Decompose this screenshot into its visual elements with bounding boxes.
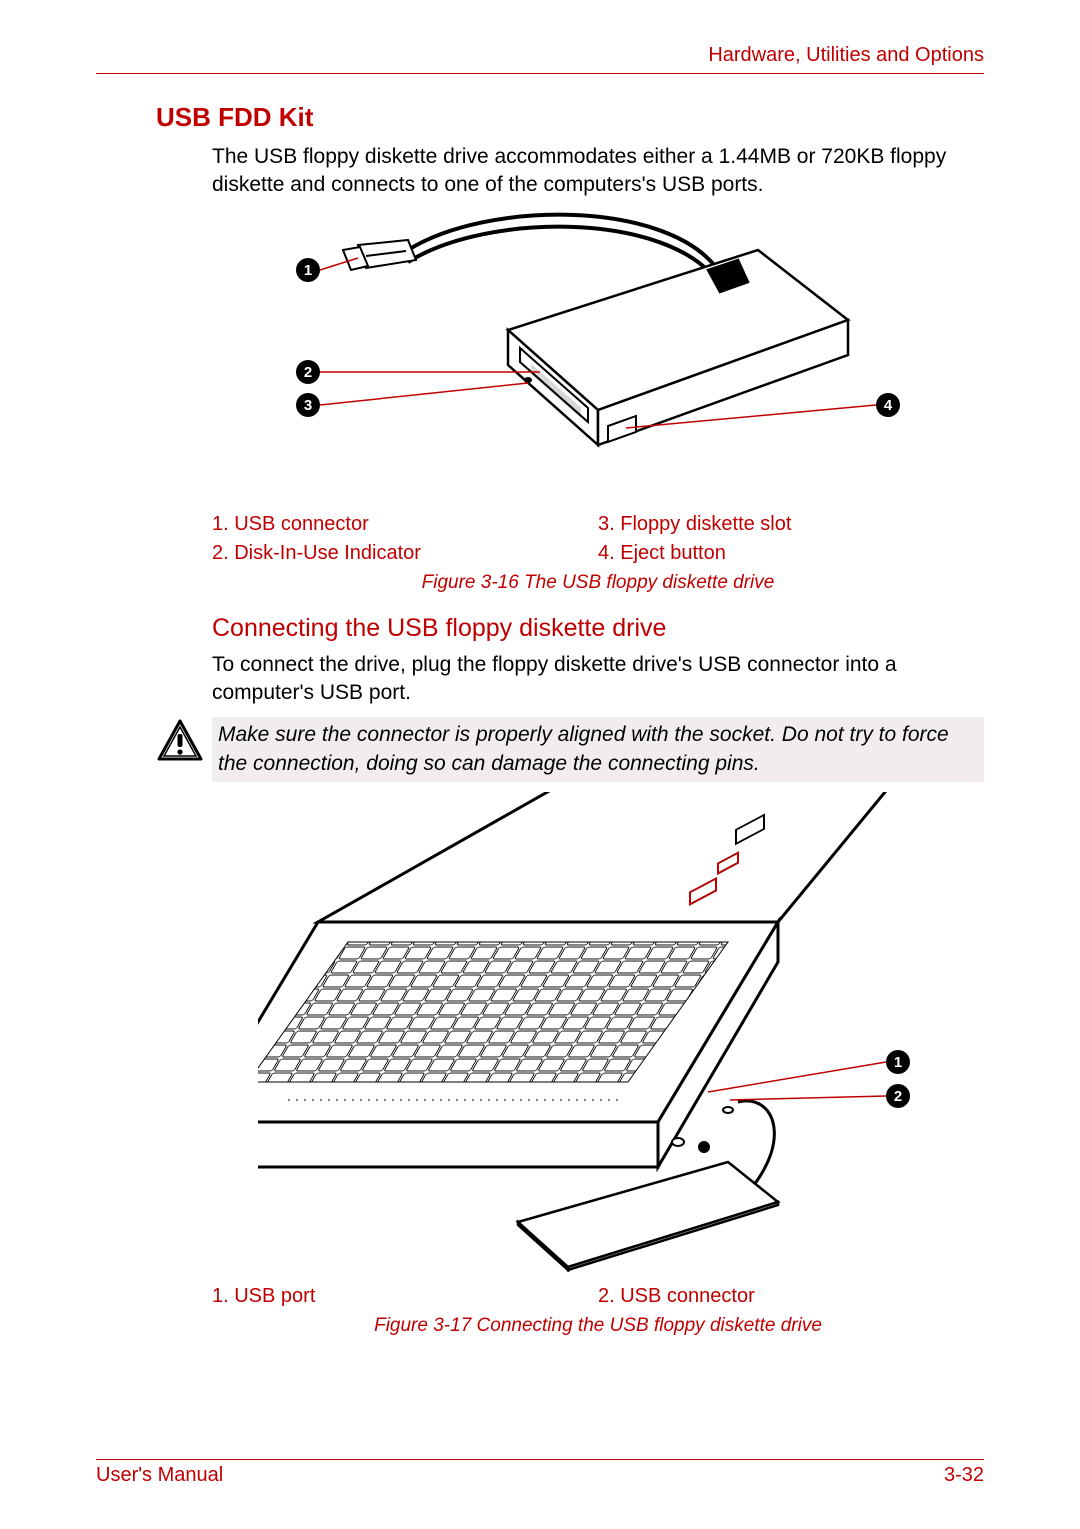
warning-block: Make sure the connector is properly alig… — [156, 717, 984, 782]
section-header: Hardware, Utilities and Options — [96, 44, 984, 73]
legend-item: 2. USB connector — [598, 1282, 984, 1311]
page-footer: User's Manual 3-32 — [96, 1459, 984, 1487]
figure-3-16-legend: 1. USB connector 2. Disk-In-Use Indicato… — [212, 510, 984, 568]
figure-3-17: 1 2 — [212, 792, 984, 1272]
callout-badge-1: 1 — [304, 262, 312, 279]
legend-item: 3. Floppy diskette slot — [598, 510, 984, 539]
legend-item: 4. Eject button — [598, 539, 984, 568]
callout-badge-1: 1 — [894, 1054, 902, 1071]
legend-item: 1. USB connector — [212, 510, 598, 539]
callout-badge-4: 4 — [884, 397, 893, 414]
figure-3-16: 1 2 3 4 — [212, 210, 984, 500]
callout-badge-2: 2 — [894, 1088, 902, 1105]
legend-item: 1. USB port — [212, 1282, 598, 1311]
paragraph-connecting: To connect the drive, plug the floppy di… — [212, 651, 984, 708]
footer-rule — [96, 1459, 984, 1460]
manual-page: Hardware, Utilities and Options USB FDD … — [0, 0, 1080, 1529]
warning-text: Make sure the connector is properly alig… — [212, 717, 984, 782]
heading-usb-fdd-kit: USB FDD Kit — [156, 102, 984, 133]
footer-right: 3-32 — [944, 1464, 984, 1487]
callout-badge-2: 2 — [304, 364, 312, 381]
figure-3-16-caption: Figure 3-16 The USB floppy diskette driv… — [212, 572, 984, 594]
caution-icon — [156, 717, 204, 782]
header-rule — [96, 73, 984, 74]
legend-item: 2. Disk-In-Use Indicator — [212, 539, 598, 568]
figure-3-17-svg: 1 2 — [258, 792, 938, 1272]
figure-3-17-legend: 1. USB port 2. USB connector — [212, 1282, 984, 1311]
figure-3-16-svg: 1 2 3 4 — [288, 210, 908, 500]
callout-badge-3: 3 — [304, 397, 312, 414]
footer-left: User's Manual — [96, 1464, 223, 1487]
paragraph-intro: The USB floppy diskette drive accommodat… — [212, 143, 984, 200]
figure-3-17-caption: Figure 3-17 Connecting the USB floppy di… — [212, 1315, 984, 1337]
heading-connecting: Connecting the USB floppy diskette drive — [212, 614, 984, 643]
